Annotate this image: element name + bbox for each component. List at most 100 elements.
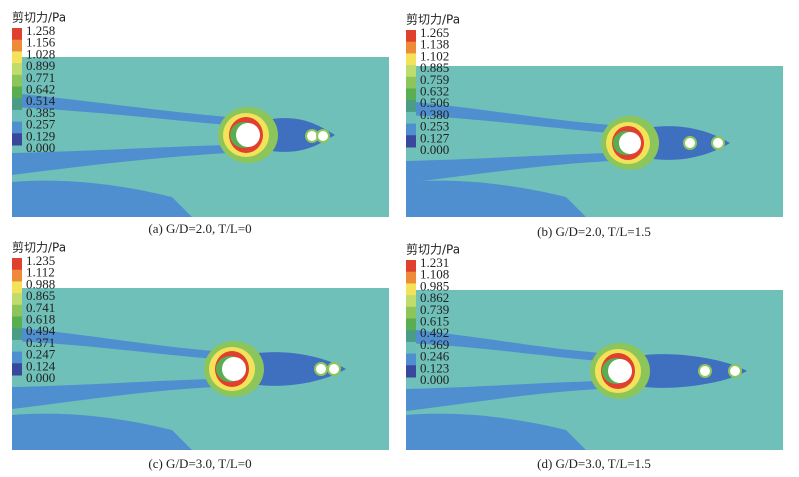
colorbar-swatch: [12, 363, 22, 376]
small-cylinder: [307, 131, 317, 141]
small-cylinder: [730, 366, 740, 376]
colorbar-swatch: [406, 41, 416, 54]
colorbar-label: 0.246: [420, 349, 450, 364]
colorbar-label: 0.000: [420, 372, 449, 387]
colorbar-label: 1.102: [420, 48, 449, 63]
colorbar-label: 0.253: [420, 119, 449, 134]
colorbar-swatch: [12, 121, 22, 134]
small-cylinder: [318, 131, 328, 141]
colorbar-label: 0.494: [26, 323, 56, 338]
colorbar-swatch: [406, 353, 416, 366]
small-cylinder: [329, 364, 339, 374]
colorbar-swatch: [12, 328, 22, 341]
colorbar-swatch: [406, 30, 416, 43]
colorbar-swatch: [406, 65, 416, 78]
colorbar-label: 0.123: [420, 360, 449, 375]
colorbar-label: 0.862: [420, 290, 449, 305]
colorbar-label: 0.124: [26, 358, 56, 373]
colorbar-label: 0.759: [420, 72, 449, 87]
panel: 剪切力/Pa1.2651.1381.1020.8850.7590.6320.50…: [406, 12, 783, 239]
colorbar-label: 1.112: [26, 265, 55, 280]
colorbar-swatch: [12, 98, 22, 111]
colorbar-swatch: [406, 295, 416, 308]
colorbar-label: 0.899: [26, 58, 55, 73]
colorbar-label: 0.000: [26, 370, 55, 385]
colorbar-label: 0.865: [26, 288, 55, 303]
colorbar-swatch: [406, 76, 416, 89]
colorbar-swatch: [406, 365, 416, 378]
colorbar-label: 0.618: [26, 311, 55, 326]
colorbar-label: 1.108: [420, 267, 449, 282]
colorbar-swatch: [12, 269, 22, 282]
colorbar-label: 1.235: [26, 253, 55, 268]
colorbar-label: 0.885: [420, 60, 449, 75]
caption: (b) G/D=2.0, T/L=1.5: [537, 224, 651, 239]
panel: 剪切力/Pa1.2581.1561.0280.8990.7710.6420.51…: [12, 10, 389, 236]
colorbar-label: 0.247: [26, 347, 56, 362]
colorbar-swatch: [12, 63, 22, 76]
colorbar-label: 0.739: [420, 302, 449, 317]
colorbar-swatch: [406, 318, 416, 331]
wake-lower: [12, 145, 228, 175]
colorbar-label: 1.156: [26, 35, 56, 50]
colorbar-swatch: [12, 39, 22, 52]
wake-bottom: [406, 413, 586, 450]
colorbar-label: 1.265: [420, 25, 449, 40]
colorbar-swatch: [406, 135, 416, 148]
colorbar-swatch: [406, 341, 416, 355]
wake-upper: [406, 329, 600, 361]
colorbar-label: 0.506: [420, 95, 450, 110]
cylinder: [236, 123, 260, 147]
small-cylinder: [316, 364, 326, 374]
colorbar-label: 0.257: [26, 117, 56, 132]
colorbar-label: 0.741: [26, 300, 55, 315]
colorbar-label: 0.632: [420, 83, 449, 98]
colorbar-swatch: [406, 306, 416, 319]
wake-bottom: [12, 413, 192, 450]
wake-lower: [406, 381, 600, 411]
legend-title: 剪切力/Pa: [406, 242, 460, 257]
colorbar-swatch: [12, 258, 22, 271]
cylinder: [222, 357, 246, 381]
wake-upper: [12, 327, 214, 359]
colorbar-label: 0.127: [420, 130, 450, 145]
colorbar-swatch: [406, 330, 416, 343]
small-cylinder: [700, 366, 710, 376]
small-cylinder: [713, 138, 723, 148]
colorbar-swatch: [12, 28, 22, 41]
colorbar-label: 0.771: [26, 70, 55, 85]
colorbar-swatch: [406, 100, 416, 113]
colorbar-label: 0.492: [420, 325, 449, 340]
colorbar-label: 1.138: [420, 37, 449, 52]
colorbar-swatch: [406, 123, 416, 136]
colorbar-label: 0.985: [420, 278, 449, 293]
wake-lower: [406, 153, 610, 183]
colorbar-label: 0.000: [420, 142, 449, 157]
colorbar-label: 1.231: [420, 255, 449, 270]
near-wake: [246, 352, 346, 386]
colorbar-swatch: [12, 281, 22, 294]
caption: (a) G/D=2.0, T/L=0: [148, 221, 251, 236]
caption: (c) G/D=3.0, T/L=0: [148, 456, 251, 471]
colorbar-swatch: [12, 86, 22, 99]
colorbar-label: 0.642: [26, 81, 55, 96]
colorbar-label: 0.129: [26, 128, 55, 143]
colorbar-swatch: [12, 304, 22, 317]
wake-bottom: [12, 180, 192, 217]
colorbar-swatch: [12, 133, 22, 146]
colorbar-swatch: [12, 74, 22, 87]
legend-title: 剪切力/Pa: [12, 240, 66, 255]
colorbar-label: 0.369: [420, 337, 449, 352]
colorbar-swatch: [12, 339, 22, 353]
colorbar-swatch: [406, 260, 416, 273]
small-cylinder: [685, 138, 695, 148]
wake-upper: [12, 93, 228, 125]
wake-upper: [406, 101, 610, 133]
colorbar-label: 0.000: [26, 140, 55, 155]
legend-title: 剪切力/Pa: [406, 12, 460, 27]
colorbar-label: 1.028: [26, 46, 55, 61]
colorbar-swatch: [12, 109, 22, 123]
cylinder: [608, 359, 632, 383]
colorbar-label: 1.258: [26, 23, 55, 38]
